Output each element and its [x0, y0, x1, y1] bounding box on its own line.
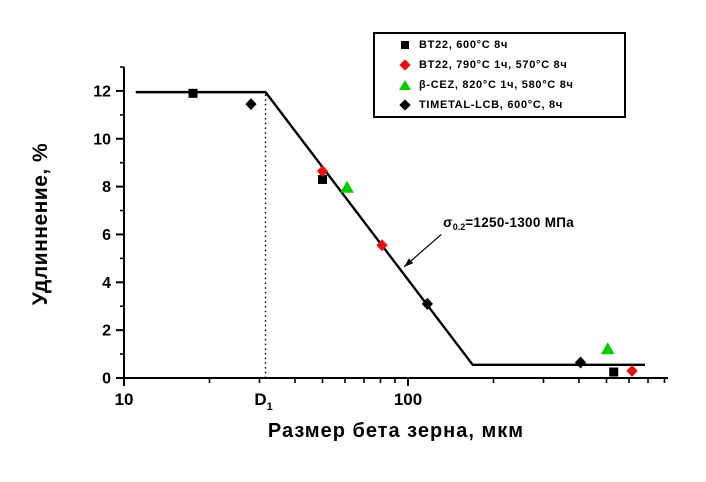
legend-item-label: TIMETAL-LCB, 600°C, 8ч [419, 99, 563, 111]
legend-triangle-marker-icon [391, 80, 419, 90]
legend-item: TIMETAL-LCB, 600°C, 8ч [391, 97, 624, 114]
annotation-arrowhead-icon [404, 258, 414, 267]
y-axis-tick-label: 12 [93, 83, 111, 100]
x-axis-title: Размер бета зерна, мкм [267, 420, 525, 442]
data-point [245, 98, 257, 111]
annotation-value: =1250-1300 МПа [465, 214, 575, 230]
data-point [600, 342, 615, 355]
legend-item-label: β-CEZ, 820°C 1ч, 580°C 8ч [419, 79, 574, 91]
data-point [188, 88, 198, 98]
x-axis-tick-label: 10 [115, 390, 134, 409]
y-axis-tick-label: 6 [102, 227, 111, 244]
y-axis-title: Удлиннение, % [29, 142, 52, 306]
y-axis-tick-label: 4 [102, 275, 111, 292]
data-point [316, 165, 329, 178]
data-point [626, 364, 638, 377]
legend-item: β-CEZ, 820°C 1ч, 580°C 8ч [391, 77, 624, 94]
data-point [340, 180, 354, 193]
y-axis-tick-label: 10 [93, 131, 111, 148]
legend-diamond-marker-icon [391, 59, 419, 71]
legend-diamond-marker-icon [391, 99, 419, 111]
trend-line [135, 90, 645, 367]
data-point [609, 367, 619, 377]
data-point [376, 239, 388, 252]
data-point [574, 356, 587, 369]
legend: BT22, 600°C 8ч BT22, 790°C 1ч, 570°C 8ч … [373, 32, 626, 118]
y-axis-tick-label: 0 [102, 371, 111, 388]
x-axis-tick-label: 100 [394, 390, 422, 409]
annotation-subscript: 0.2 [452, 221, 466, 232]
annotation-sigma-symbol: σ [443, 214, 453, 230]
legend-square-marker-icon [391, 41, 419, 49]
data-point [421, 297, 433, 310]
d1-label: D1 [254, 390, 272, 413]
annotation-sigma: σ0.2=1250-1300 МПа [443, 215, 574, 232]
legend-item: BT22, 790°C 1ч, 570°C 8ч [391, 57, 624, 74]
y-axis-tick-label: 2 [102, 323, 111, 340]
legend-item: BT22, 600°C 8ч [391, 37, 624, 54]
legend-item-label: BT22, 790°C 1ч, 570°C 8ч [419, 59, 568, 71]
data-point [318, 174, 328, 184]
y-axis-tick-label: 8 [102, 179, 111, 196]
legend-item-label: BT22, 600°C 8ч [419, 39, 509, 51]
